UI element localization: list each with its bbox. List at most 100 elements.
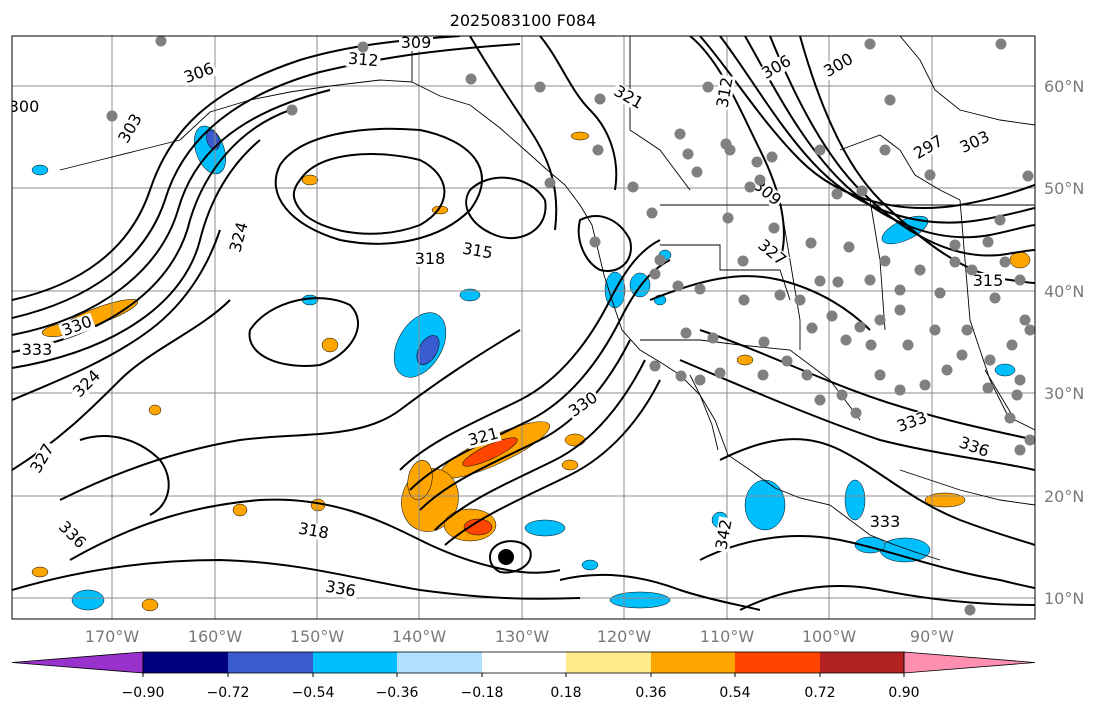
station-dot: [1024, 324, 1035, 336]
station-dot: [766, 151, 778, 163]
station-dot: [694, 283, 706, 295]
station-markers: [106, 36, 1035, 616]
contour-label: 342: [712, 516, 736, 553]
station-dot: [1022, 170, 1034, 182]
colorbar-tick-label: −0.54: [292, 685, 335, 701]
negative-shade-area: [393, 312, 447, 378]
colorbar-tick-label: 0.72: [804, 685, 835, 701]
contour-line: [12, 299, 231, 471]
station-dot: [941, 364, 953, 376]
station-dot: [826, 310, 838, 322]
svg-text:300: 300: [9, 97, 40, 116]
station-dot: [864, 38, 876, 50]
map-panel: 3003033063093123153183213243273303333362…: [9, 36, 1035, 619]
colorbar-bin: [566, 652, 651, 673]
latitude-label: 50°N: [1044, 179, 1084, 198]
colorbar-tick-label: −0.18: [461, 685, 504, 701]
station-dot: [627, 181, 639, 193]
contour-line: [59, 329, 521, 501]
colorbar-bin: [397, 652, 482, 673]
contour-line: [679, 359, 1035, 471]
contour-line: [79, 435, 170, 516]
longitude-label: 110°W: [700, 627, 755, 646]
longitude-label: 90°W: [910, 627, 954, 646]
svg-text:333: 333: [22, 340, 53, 359]
station-dot: [805, 237, 817, 249]
station-dot: [874, 314, 886, 326]
latitude-label: 40°N: [1044, 282, 1084, 301]
colorbar-tick-label: 0.90: [888, 685, 919, 701]
station-dot: [949, 256, 961, 268]
station-dot: [674, 128, 686, 140]
contour-line: [539, 36, 618, 191]
station-dot: [840, 334, 852, 346]
contour-line: [559, 573, 761, 611]
station-dot: [757, 369, 769, 381]
station-dot: [994, 214, 1006, 226]
station-dot: [594, 93, 606, 105]
station-dot: [758, 336, 770, 348]
longitude-labels: 170°W 160°W 150°W 140°W 130°W 120°W 110°W 100°W…: [85, 627, 954, 646]
svg-text:312: 312: [347, 49, 379, 71]
contour-line: [409, 259, 671, 491]
station-dot: [854, 321, 866, 333]
colorbar: −0.90 −0.72 −0.54 −0.36 −0.18 0.18 0.36 0.54 0.7…: [11, 651, 1036, 701]
svg-text:318: 318: [415, 249, 446, 268]
station-dot: [357, 41, 369, 53]
negative-shade-area: [459, 288, 481, 302]
station-dot: [864, 274, 876, 286]
positive-shade-area: [141, 598, 159, 612]
station-dot: [894, 284, 906, 296]
contour-line: [444, 379, 661, 546]
station-dot: [724, 144, 736, 156]
colorbar-bin: [482, 652, 566, 673]
station-dot: [831, 188, 843, 200]
latitude-label: 10°N: [1044, 589, 1084, 608]
negative-shade-area: [71, 589, 105, 611]
longitude-label: 120°W: [597, 627, 652, 646]
station-dot: [814, 144, 826, 156]
station-dot: [879, 144, 891, 156]
station-dot: [754, 174, 766, 186]
contour-line: [699, 535, 1035, 589]
contour-line: [488, 540, 532, 574]
station-dot: [914, 264, 926, 276]
colorbar-tick-label: −0.90: [122, 685, 165, 701]
station-dot: [774, 289, 786, 301]
contour-label: 312: [713, 74, 737, 111]
positive-shade-area: [232, 503, 248, 517]
contour-label: 315: [971, 271, 1005, 290]
station-dot: [964, 604, 976, 616]
station-dot: [702, 81, 714, 93]
station-dot: [654, 254, 666, 266]
svg-text:315: 315: [973, 271, 1004, 290]
negative-shade-area: [524, 519, 566, 537]
negative-shade-area: [844, 479, 866, 521]
positive-shade-area: [924, 492, 966, 508]
station-dot: [902, 339, 914, 351]
contour-line: [769, 36, 1035, 257]
contour-line: [689, 36, 785, 261]
station-dot: [919, 379, 931, 391]
negative-shade-area: [581, 559, 599, 571]
station-dot: [874, 369, 886, 381]
colorbar-over-extend: [903, 651, 1036, 674]
contour-line: [248, 297, 360, 367]
colorbar-bin: [651, 652, 735, 673]
contour-line: [12, 229, 221, 401]
station-dot: [850, 407, 862, 419]
station-dot: [589, 236, 601, 248]
station-dot: [843, 241, 855, 253]
station-dot: [286, 104, 298, 116]
longitude-label: 140°W: [392, 627, 447, 646]
contour-line: [649, 275, 871, 331]
station-dot: [814, 275, 826, 287]
contour-line: [739, 585, 1035, 611]
colorbar-frame: [142, 651, 905, 674]
negative-shade-area: [994, 363, 1016, 377]
station-dot: [691, 166, 703, 178]
station-dot: [646, 207, 658, 219]
station-dot: [982, 382, 994, 394]
negative-shade-area: [744, 479, 786, 531]
